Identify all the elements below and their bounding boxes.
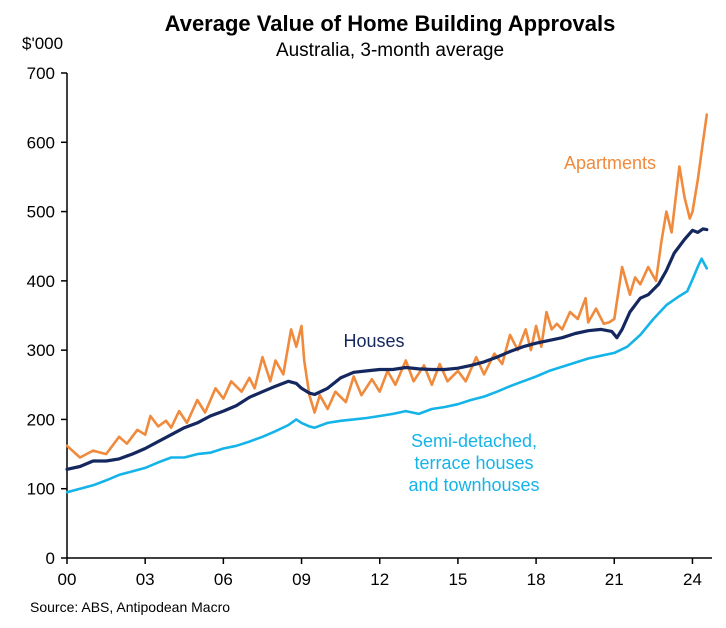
y-axis-ticks: 0 100 200 300 400 500 600 700 [27,64,67,568]
series-line-2 [65,227,709,471]
x-tick-label: 24 [683,570,702,589]
chart-title: Average Value of Home Building Approvals [165,11,616,36]
series-label-3: and townhouses [408,475,539,495]
axes [66,73,712,559]
x-tick-label: 12 [370,570,389,589]
y-tick-label: 700 [27,64,55,83]
series-label-1: Apartments [564,153,656,173]
series-label-2: Houses [343,331,404,351]
y-tick-label: 100 [27,480,55,499]
y-tick-label: 0 [46,549,55,568]
x-tick-label: 03 [136,570,155,589]
x-axis-ticks: 00 03 06 09 12 15 18 21 24 [58,558,702,589]
series-label-3: Semi-detached, [411,431,537,451]
chart-subtitle: Australia, 3-month average [276,40,504,61]
series-line-3 [65,257,709,494]
x-tick-label: 15 [448,570,467,589]
x-tick-label: 00 [58,570,77,589]
y-tick-label: 400 [27,272,55,291]
x-tick-label: 06 [214,570,233,589]
y-tick-label: 300 [27,341,55,360]
y-tick-label: 600 [27,133,55,152]
series-labels: Apartments Houses Semi-detached,terrace ho… [343,153,656,495]
series-lines [65,113,709,494]
x-tick-label: 21 [605,570,624,589]
x-tick-label: 09 [292,570,311,589]
y-tick-label: 200 [27,410,55,429]
series-line-1 [65,113,709,459]
y-axis-unit-label: $'000 [22,34,63,53]
x-tick-label: 18 [527,570,546,589]
y-tick-label: 500 [27,203,55,222]
source-note: Source: ABS, Antipodean Macro [30,599,230,615]
series-label-3: terrace houses [414,453,533,473]
